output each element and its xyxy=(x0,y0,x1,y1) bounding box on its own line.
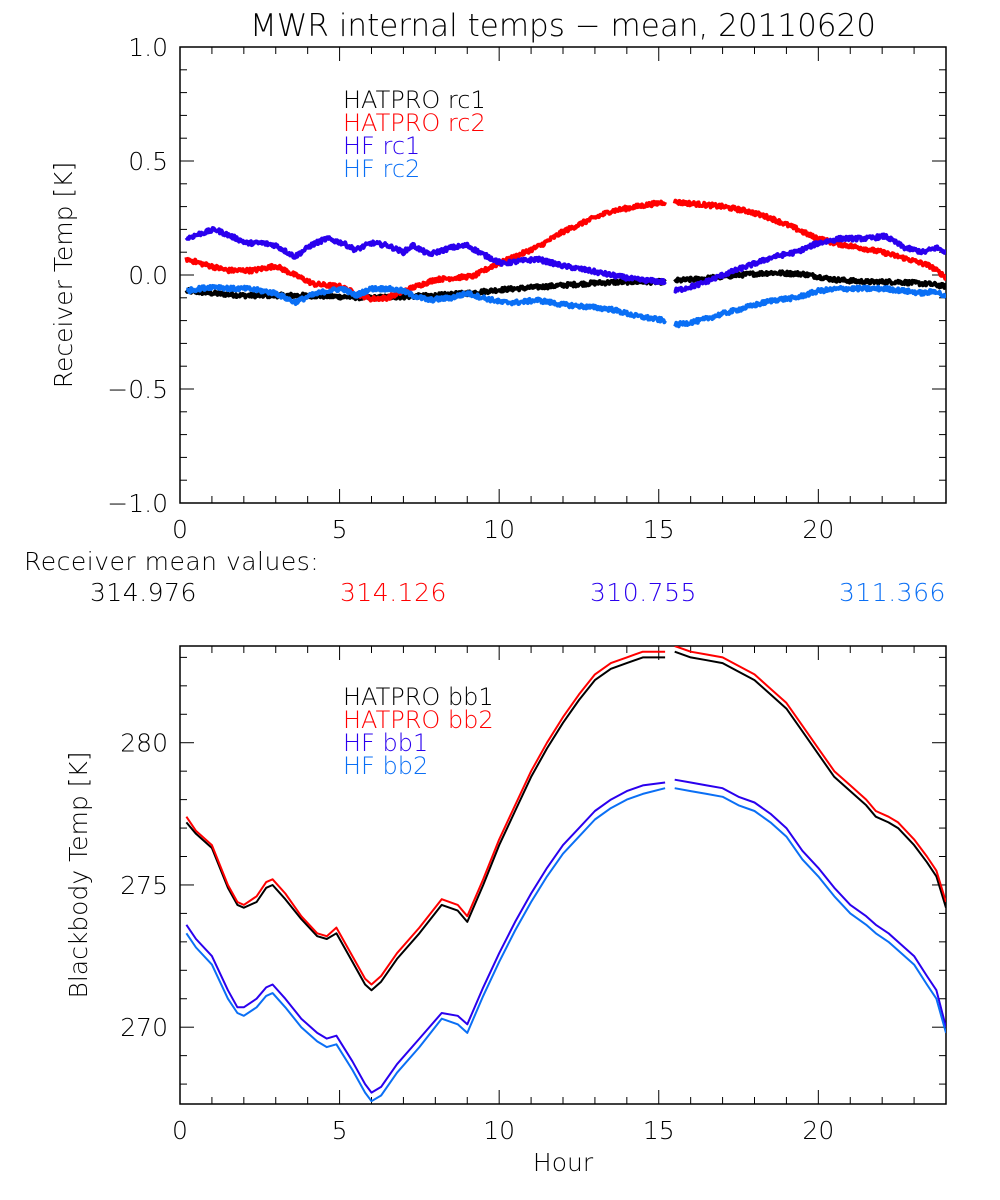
y-axis-label: Receiver Temp [K] xyxy=(49,162,78,389)
series-line-hatpro-rc2 xyxy=(184,199,667,303)
series-line-hf-rc1 xyxy=(673,232,946,294)
x-tick-label: 0 xyxy=(172,1116,188,1145)
x-tick-label: 0 xyxy=(172,515,188,544)
x-tick-label: 10 xyxy=(483,1116,515,1145)
series-line-hf-bb1 xyxy=(674,778,946,1028)
series-line-hf-rc2 xyxy=(673,284,946,329)
tick-labels: 0 5 10 15 20 −1.0 −0.5 0.0 0.5 1.0 xyxy=(107,33,834,544)
legend-entry-hf-bb2: HF bb2 xyxy=(343,752,428,780)
mean-value-hatpro-rc2: 314.126 xyxy=(340,578,447,607)
legend-entry-hatpro-rc1: HATPRO rc1 xyxy=(343,86,486,114)
x-tick-label: 15 xyxy=(643,515,675,544)
y-tick-label: 1.0 xyxy=(128,33,168,62)
x-tick-label: 10 xyxy=(483,515,515,544)
y-tick-label: −1.0 xyxy=(107,489,168,518)
tick-labels: 0 5 10 15 20 270 275 280 xyxy=(120,729,834,1145)
legend-entry-hf-rc1: HF rc1 xyxy=(343,132,420,160)
series-line-hf-rc2 xyxy=(185,283,667,325)
legend-entry-hatpro-rc2: HATPRO rc2 xyxy=(343,109,486,137)
y-tick-label: 280 xyxy=(120,729,168,758)
series-lines xyxy=(184,198,946,329)
series-line-hatpro-bb1 xyxy=(674,650,946,908)
x-tick-label: 15 xyxy=(643,1116,675,1145)
x-tick-label: 5 xyxy=(332,515,348,544)
y-tick-label: 275 xyxy=(120,871,168,900)
x-tick-label: 20 xyxy=(802,515,834,544)
y-tick-label: 0.5 xyxy=(128,147,168,176)
x-tick-label: 5 xyxy=(332,1116,348,1145)
tick-marks xyxy=(180,646,946,1104)
legend-entry-hatpro-bb2: HATPRO bb2 xyxy=(343,706,494,734)
receiver-temp-panel: 0 5 10 15 20 −1.0 −0.5 0.0 0.5 1.0 Receiver Temp … xyxy=(49,33,947,544)
mean-value-hatpro-rc1: 314.976 xyxy=(90,578,197,607)
receiver-mean-values-label: Receiver mean values: xyxy=(24,547,320,576)
x-tick-label: 20 xyxy=(802,1116,834,1145)
y-tick-label: 0.0 xyxy=(128,261,168,290)
series-lines xyxy=(185,646,946,1103)
mean-value-hf-rc1: 310.755 xyxy=(590,578,697,607)
tick-marks xyxy=(180,47,946,503)
series-line-hatpro-rc1 xyxy=(184,277,667,302)
series-line-hatpro-bb2 xyxy=(185,650,666,986)
x-axis-label: Hour xyxy=(533,1148,594,1177)
legend-entry-hf-bb1: HF bb1 xyxy=(343,729,428,757)
series-line-hf-bb2 xyxy=(185,787,666,1103)
blackbody-temp-panel: 0 5 10 15 20 270 275 280 Blackbody Temp [K] Hou… xyxy=(64,645,947,1177)
series-line-hf-rc1 xyxy=(184,226,667,286)
mean-value-hf-rc2: 311.366 xyxy=(839,578,946,607)
y-tick-label: 270 xyxy=(120,1013,168,1042)
series-line-hatpro-bb1 xyxy=(185,656,666,992)
series-line-hf-bb1 xyxy=(185,781,666,1094)
chart-title: MWR internal temps − mean, 20110620 xyxy=(250,8,876,44)
series-line-hf-bb2 xyxy=(674,787,946,1034)
legend-entry-hatpro-bb1: HATPRO bb1 xyxy=(343,683,494,711)
series-line-hatpro-bb2 xyxy=(674,646,946,903)
y-axis-label: Blackbody Temp [K] xyxy=(64,751,93,998)
plot-frame xyxy=(179,645,947,1105)
legend-entry-hf-rc2: HF rc2 xyxy=(343,155,420,183)
y-tick-label: −0.5 xyxy=(107,375,168,404)
series-line-hatpro-rc2 xyxy=(672,198,946,281)
